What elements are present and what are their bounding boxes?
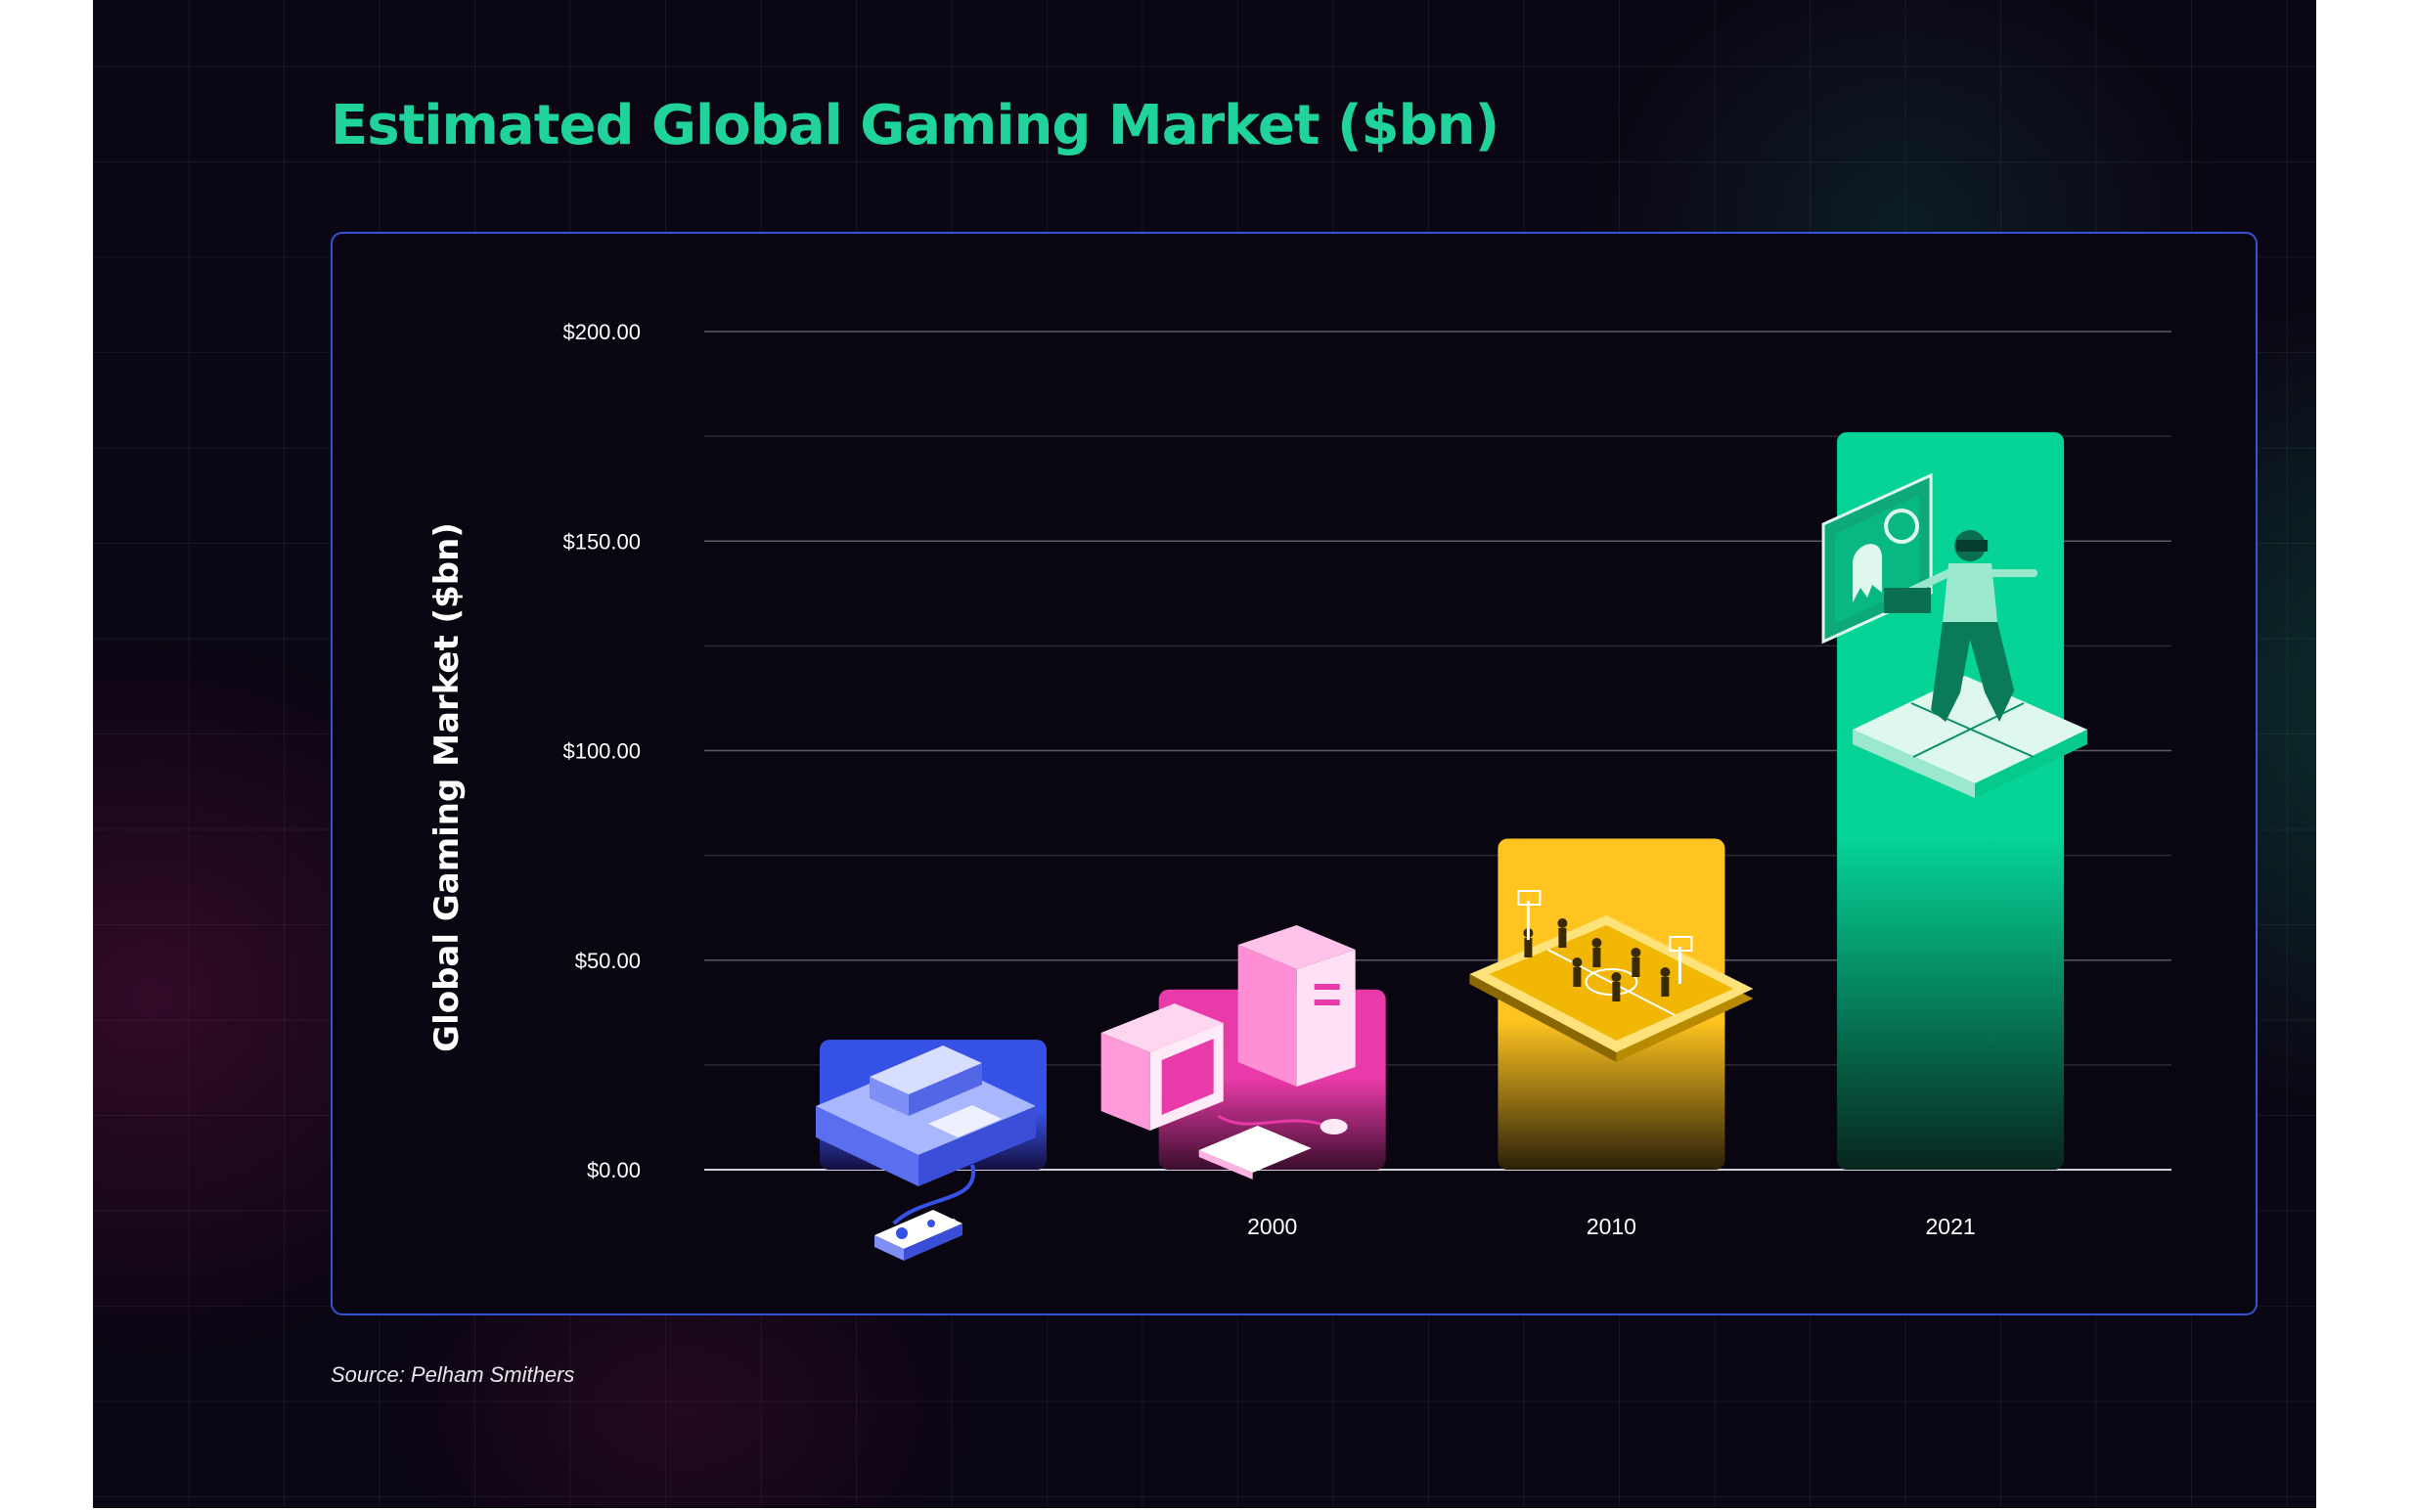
desktop-computer-icon bbox=[1100, 925, 1356, 1179]
chart-frame: $0.00$50.00$100.00$150.00$200.00 1990200… bbox=[331, 232, 2258, 1315]
chart-panel: Estimated Global Gaming Market ($bn) $0.… bbox=[93, 0, 2316, 1508]
illustrations bbox=[816, 472, 2088, 1261]
y-tick-label: $150.00 bbox=[562, 529, 641, 554]
source-note: Source: Pelham Smithers bbox=[331, 1362, 575, 1387]
y-tick-label: $0.00 bbox=[587, 1158, 641, 1182]
y-tick-label: $100.00 bbox=[562, 739, 641, 764]
smartphone-basketball-icon bbox=[1469, 890, 1754, 1062]
x-tick-label: 2021 bbox=[1926, 1214, 1976, 1239]
y-axis-ticks: $0.00 $50.00 $100.00 $150.00 $200.00 bbox=[562, 320, 641, 1182]
y-axis-label: Global Gaming Market ($bn) bbox=[427, 522, 467, 1052]
chart-title: Estimated Global Gaming Market ($bn) bbox=[331, 94, 1499, 157]
bar-2021 bbox=[1837, 431, 2065, 1171]
game-console-icon bbox=[816, 1045, 1036, 1261]
bar-chart: $0.00$50.00$100.00$150.00$200.00 1990200… bbox=[427, 320, 2171, 1261]
x-tick-label: 2010 bbox=[1587, 1214, 1636, 1239]
y-tick-label: $200.00 bbox=[562, 320, 641, 344]
x-tick-label: 2000 bbox=[1247, 1214, 1297, 1239]
vr-player-icon bbox=[1821, 472, 2088, 798]
x-axis-categories: 1990200020102021 bbox=[908, 1214, 1975, 1239]
y-tick-label: $50.00 bbox=[575, 949, 641, 973]
